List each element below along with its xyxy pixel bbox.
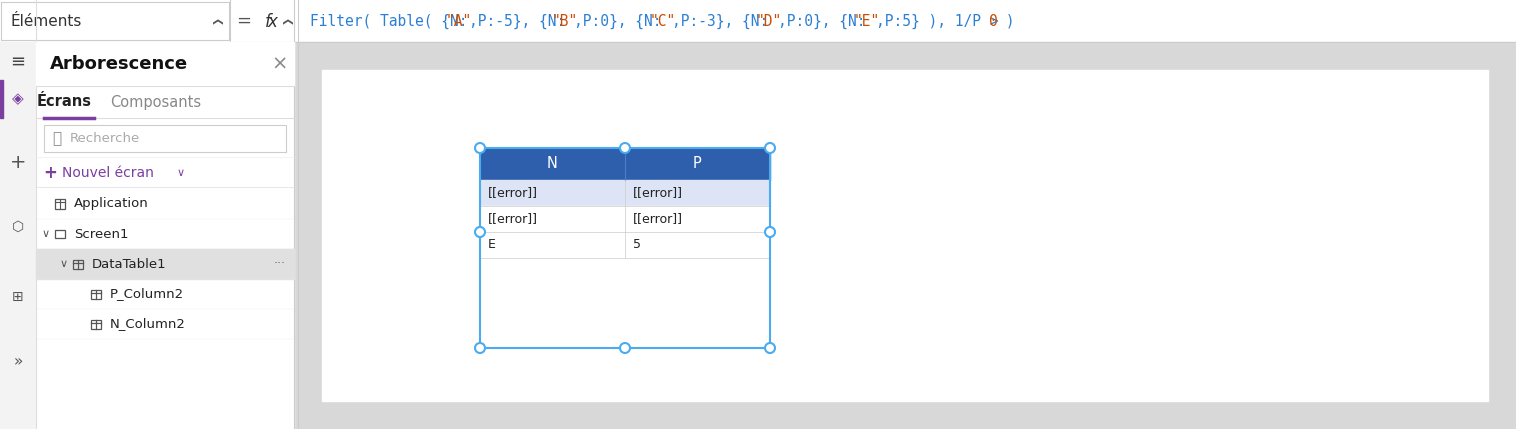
Text: Composants: Composants bbox=[111, 94, 202, 109]
Text: ,P:-5}, {N:: ,P:-5}, {N: bbox=[468, 13, 565, 29]
Text: [[error]]: [[error]] bbox=[634, 212, 684, 226]
Text: =: = bbox=[236, 12, 252, 30]
Text: Screen1: Screen1 bbox=[74, 227, 129, 241]
Bar bbox=[36, 42, 294, 86]
Text: ∨: ∨ bbox=[61, 259, 68, 269]
Text: +: + bbox=[42, 164, 58, 182]
Bar bbox=[481, 232, 770, 258]
Text: ⬡: ⬡ bbox=[12, 220, 24, 234]
Circle shape bbox=[620, 343, 631, 353]
Bar bbox=[36, 249, 294, 279]
Text: [[error]]: [[error]] bbox=[488, 212, 538, 226]
Text: ❮: ❮ bbox=[211, 18, 221, 26]
Text: ): ) bbox=[998, 13, 1014, 28]
Text: ,P:5} ), 1/P >: ,P:5} ), 1/P > bbox=[876, 13, 1008, 29]
Text: "D": "D" bbox=[755, 13, 782, 28]
Bar bbox=[0, 80, 3, 118]
Text: DataTable1: DataTable1 bbox=[92, 257, 167, 271]
Text: Nouvel écran: Nouvel écran bbox=[62, 166, 155, 180]
Bar bbox=[294, 42, 1516, 429]
Text: ∨: ∨ bbox=[42, 229, 50, 239]
Bar bbox=[44, 125, 287, 152]
Bar bbox=[481, 148, 770, 348]
Bar bbox=[0, 0, 1516, 42]
Text: P: P bbox=[693, 157, 702, 172]
Text: "C": "C" bbox=[650, 13, 676, 28]
Bar bbox=[36, 42, 294, 429]
Bar bbox=[55, 230, 65, 238]
Circle shape bbox=[475, 143, 485, 153]
Text: ≡: ≡ bbox=[11, 53, 26, 71]
Text: ⌕: ⌕ bbox=[53, 131, 62, 146]
Text: ,P:0}, {N:: ,P:0}, {N: bbox=[778, 13, 866, 29]
Text: N_Column2: N_Column2 bbox=[111, 317, 186, 330]
Circle shape bbox=[620, 143, 631, 153]
Bar bbox=[0, 42, 36, 429]
Text: ⊞: ⊞ bbox=[12, 290, 24, 304]
Text: Arborescence: Arborescence bbox=[50, 55, 188, 73]
Text: ❮: ❮ bbox=[280, 18, 291, 26]
Bar bbox=[481, 206, 770, 232]
Text: "B": "B" bbox=[552, 13, 578, 28]
Text: "A": "A" bbox=[446, 13, 471, 28]
Circle shape bbox=[766, 227, 775, 237]
Text: E: E bbox=[488, 239, 496, 251]
Text: ,P:0}, {N:: ,P:0}, {N: bbox=[575, 13, 662, 29]
Text: 0: 0 bbox=[990, 13, 998, 28]
Bar bbox=[73, 260, 83, 269]
Bar bbox=[481, 148, 770, 180]
Text: Écrans: Écrans bbox=[36, 94, 91, 109]
Text: P_Column2: P_Column2 bbox=[111, 287, 183, 300]
Text: 5: 5 bbox=[634, 239, 641, 251]
Bar bbox=[91, 320, 102, 329]
Text: [[error]]: [[error]] bbox=[488, 187, 538, 199]
Bar bbox=[55, 199, 65, 209]
Text: Filter( Table( {N:: Filter( Table( {N: bbox=[309, 13, 467, 29]
Circle shape bbox=[766, 143, 775, 153]
Text: N: N bbox=[547, 157, 558, 172]
Bar bbox=[2, 2, 229, 40]
Bar bbox=[321, 70, 1489, 401]
Text: ,P:-3}, {N:: ,P:-3}, {N: bbox=[673, 13, 769, 29]
Bar bbox=[481, 258, 770, 348]
Bar bbox=[91, 290, 102, 299]
Text: Recherche: Recherche bbox=[70, 132, 141, 145]
Text: ···: ··· bbox=[274, 257, 287, 271]
Text: [[error]]: [[error]] bbox=[634, 187, 684, 199]
Text: Éléments: Éléments bbox=[11, 13, 82, 28]
Text: »: » bbox=[14, 354, 23, 369]
Text: $f\!x$: $f\!x$ bbox=[264, 13, 279, 31]
Circle shape bbox=[475, 227, 485, 237]
Text: +: + bbox=[9, 152, 26, 172]
Text: ×: × bbox=[271, 54, 288, 73]
Bar bbox=[481, 180, 770, 206]
Circle shape bbox=[766, 343, 775, 353]
Text: ◈: ◈ bbox=[12, 91, 24, 106]
Text: Application: Application bbox=[74, 197, 149, 211]
Text: ∨: ∨ bbox=[177, 168, 185, 178]
Circle shape bbox=[475, 343, 485, 353]
Text: "E": "E" bbox=[854, 13, 879, 28]
